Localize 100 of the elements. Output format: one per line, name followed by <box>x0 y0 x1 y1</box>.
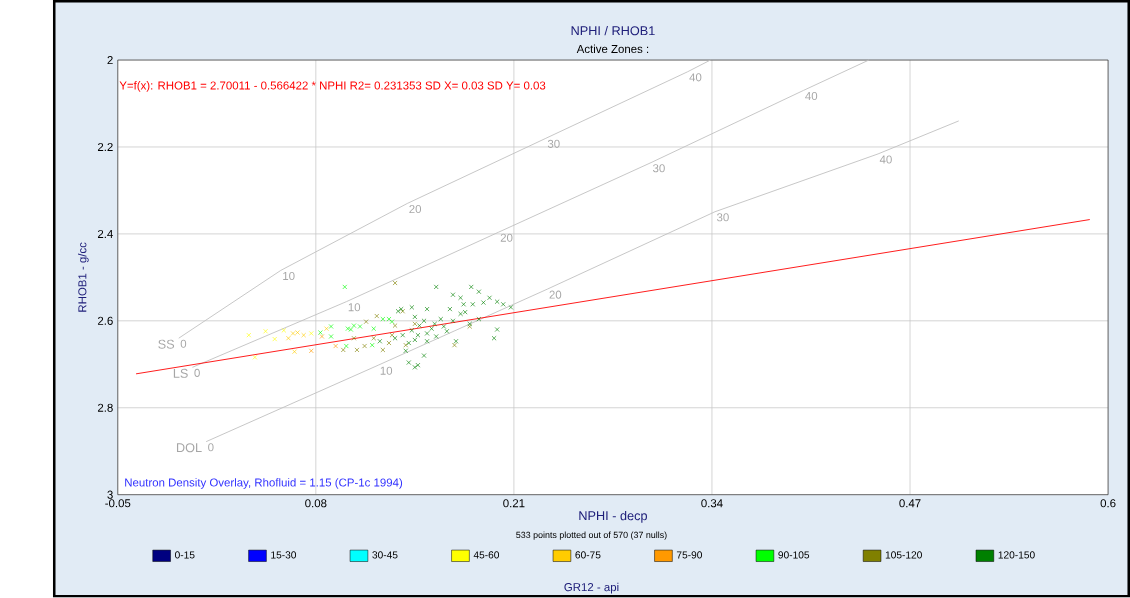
point <box>362 343 367 349</box>
point <box>324 326 329 332</box>
line-series <box>205 120 960 443</box>
point <box>371 326 377 332</box>
point <box>424 306 430 312</box>
series-label: DOL <box>176 443 202 453</box>
point <box>453 339 459 344</box>
point <box>319 334 325 340</box>
annotation: 20 <box>500 233 513 242</box>
chart-title: NPHI / RHOB1 <box>571 26 655 36</box>
annotation: 30 <box>547 139 560 149</box>
point <box>444 329 450 334</box>
point <box>328 334 334 340</box>
annotation: 40 <box>689 73 702 82</box>
point <box>292 349 297 355</box>
point <box>438 316 444 322</box>
point <box>421 353 427 359</box>
point <box>508 305 514 310</box>
y-tick-label: 2 <box>107 56 113 65</box>
point <box>500 302 506 307</box>
legend-label: 60-75 <box>575 551 601 559</box>
x-tick-label: 0.34 <box>701 499 723 508</box>
point <box>342 284 348 290</box>
point <box>476 289 482 295</box>
point <box>450 318 456 324</box>
point <box>433 284 439 290</box>
annotation: 0 <box>208 443 214 452</box>
point <box>308 348 314 354</box>
annotation: 40 <box>879 155 892 164</box>
y-tick-label: 2.6 <box>97 316 113 326</box>
point <box>412 337 418 343</box>
point <box>286 336 291 341</box>
point <box>470 302 476 307</box>
point <box>328 324 334 330</box>
point <box>392 280 398 286</box>
point <box>392 323 398 329</box>
point <box>380 347 386 353</box>
point <box>389 332 395 338</box>
point <box>363 319 369 325</box>
point <box>487 295 492 301</box>
annotation: 40 <box>805 92 818 101</box>
point <box>412 314 418 320</box>
annotation: Y=f(x): RHOB1 = 2.70011 - 0.566422 * NPHI R2= 0.231353 SD X= 0.03 SD Y= 0.03 <box>119 81 546 92</box>
point <box>462 309 468 315</box>
point <box>318 330 323 336</box>
y-tick-label: 2.8 <box>97 403 113 412</box>
point <box>252 355 258 360</box>
annotation: 0 <box>180 339 187 349</box>
point <box>272 336 278 342</box>
point <box>447 306 453 312</box>
point <box>343 343 349 349</box>
point <box>392 336 398 341</box>
series-label: LS <box>173 369 188 379</box>
point <box>354 347 360 353</box>
chart-subtitle: Active Zones : <box>576 44 649 54</box>
point <box>424 339 430 344</box>
point <box>412 365 418 370</box>
point <box>403 348 409 354</box>
point <box>421 318 427 324</box>
annotation: 30 <box>652 164 665 173</box>
annotation: Neutron Density Overlay, Rhofluid = 1.15 (CP-1c 1994) <box>125 478 403 489</box>
point <box>494 327 500 333</box>
point <box>409 328 415 333</box>
point <box>458 295 463 301</box>
point <box>386 340 392 346</box>
x-tick-label: 0.21 <box>503 499 525 508</box>
legend-label: 120-150 <box>998 551 1035 559</box>
x-axis-title: NPHI - decp <box>579 511 647 523</box>
point <box>374 313 380 319</box>
legend-label: 45-60 <box>473 551 500 559</box>
point <box>263 329 268 334</box>
point <box>246 332 252 338</box>
point <box>301 332 307 338</box>
annotation: 0 <box>194 369 200 378</box>
point <box>412 321 418 327</box>
point <box>452 342 457 348</box>
point <box>400 332 406 338</box>
annotation: 10 <box>348 303 361 312</box>
y-tick-label: 2.4 <box>97 230 113 239</box>
annotation: 10 <box>380 366 393 375</box>
point <box>348 327 354 333</box>
series-label: SS <box>158 339 175 349</box>
annotation: 30 <box>716 213 729 222</box>
point <box>395 309 401 314</box>
point <box>476 316 482 322</box>
y-axis-title: RHOB1 - g/cc <box>78 242 89 312</box>
point <box>281 328 287 333</box>
point <box>345 326 351 332</box>
x-tick-label: 0.47 <box>899 499 921 508</box>
legend-label: 0-15 <box>175 551 195 559</box>
point <box>433 334 439 340</box>
legend-label: 75-90 <box>676 551 703 559</box>
point <box>333 343 339 349</box>
legend-label: 30-45 <box>372 551 398 559</box>
point <box>308 331 314 336</box>
point <box>369 342 375 348</box>
legend-title: GR12 - api <box>564 582 619 594</box>
x-tick-label: -0.05 <box>105 499 131 508</box>
x-tick-label: 0.6 <box>1100 499 1116 508</box>
y-tick-label: 3 <box>107 490 113 499</box>
